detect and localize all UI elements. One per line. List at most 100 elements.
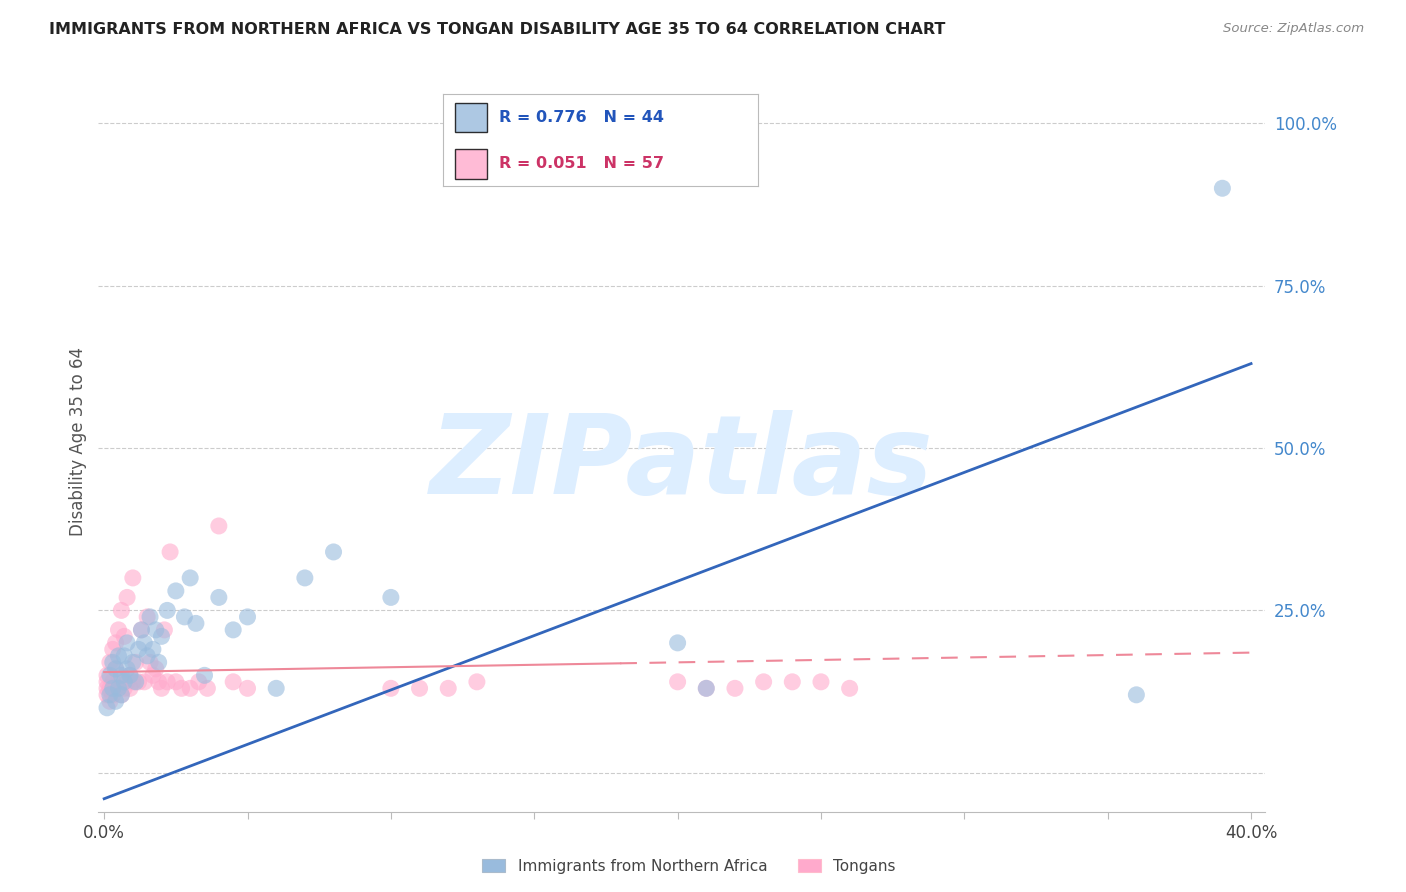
Point xyxy=(96,681,118,696)
Point xyxy=(128,642,150,657)
Point xyxy=(148,674,170,689)
Point xyxy=(121,571,143,585)
Point xyxy=(101,642,124,657)
Point xyxy=(101,674,124,689)
Point xyxy=(110,603,132,617)
Point xyxy=(294,571,316,585)
Point xyxy=(125,656,148,670)
Point xyxy=(101,656,124,670)
Point xyxy=(98,681,121,696)
Point xyxy=(145,662,167,676)
Point xyxy=(695,681,717,696)
Point xyxy=(437,681,460,696)
Point xyxy=(222,674,245,689)
Point xyxy=(139,610,162,624)
Point xyxy=(695,681,717,696)
Point xyxy=(98,688,121,702)
Point xyxy=(104,694,127,708)
Point xyxy=(142,668,165,682)
Point xyxy=(121,674,143,689)
Point xyxy=(156,603,179,617)
Point xyxy=(112,674,135,689)
Point xyxy=(173,610,195,624)
Point xyxy=(159,545,181,559)
Point xyxy=(148,656,170,670)
Point xyxy=(666,674,689,689)
Point xyxy=(136,610,159,624)
Point xyxy=(107,674,129,689)
Point xyxy=(236,681,259,696)
Point xyxy=(408,681,430,696)
Point xyxy=(170,681,193,696)
Point xyxy=(208,519,231,533)
Point xyxy=(139,656,162,670)
Point xyxy=(724,681,747,696)
Point xyxy=(153,623,176,637)
Point xyxy=(121,656,143,670)
Point xyxy=(136,648,159,663)
Point xyxy=(184,616,207,631)
Point xyxy=(125,674,148,689)
Text: IMMIGRANTS FROM NORTHERN AFRICA VS TONGAN DISABILITY AGE 35 TO 64 CORRELATION CH: IMMIGRANTS FROM NORTHERN AFRICA VS TONGA… xyxy=(49,22,946,37)
Point xyxy=(96,674,118,689)
Point xyxy=(98,694,121,708)
Point xyxy=(179,571,201,585)
Point xyxy=(112,629,135,643)
Point xyxy=(96,668,118,682)
Point xyxy=(110,668,132,682)
Point xyxy=(322,545,344,559)
Point xyxy=(150,681,173,696)
Point xyxy=(107,681,129,696)
Point xyxy=(96,688,118,702)
Point xyxy=(134,674,156,689)
Point xyxy=(112,648,135,663)
Point xyxy=(465,674,488,689)
Point xyxy=(115,591,138,605)
Point xyxy=(187,674,209,689)
Point xyxy=(115,636,138,650)
Y-axis label: Disability Age 35 to 64: Disability Age 35 to 64 xyxy=(69,347,87,536)
Point xyxy=(222,623,245,637)
Point xyxy=(101,688,124,702)
Point xyxy=(112,681,135,696)
Legend: Immigrants from Northern Africa, Tongans: Immigrants from Northern Africa, Tongans xyxy=(477,853,901,880)
Point xyxy=(150,629,173,643)
Point xyxy=(110,688,132,702)
Point xyxy=(118,668,141,682)
Point xyxy=(666,636,689,650)
Point xyxy=(752,674,775,689)
Point xyxy=(208,591,231,605)
Point xyxy=(145,623,167,637)
Point xyxy=(193,668,215,682)
Point xyxy=(98,656,121,670)
Point xyxy=(104,662,127,676)
Point xyxy=(810,674,832,689)
Point xyxy=(179,681,201,696)
Point xyxy=(264,681,287,696)
Point xyxy=(142,642,165,657)
Point xyxy=(380,591,402,605)
Point xyxy=(96,701,118,715)
Point xyxy=(134,636,156,650)
Point xyxy=(104,636,127,650)
Point xyxy=(118,668,141,682)
Point xyxy=(101,681,124,696)
Point xyxy=(236,610,259,624)
Point xyxy=(107,648,129,663)
Point xyxy=(104,662,127,676)
Point xyxy=(107,623,129,637)
Point xyxy=(128,674,150,689)
Point xyxy=(165,674,187,689)
Point xyxy=(115,662,138,676)
Point xyxy=(131,623,153,637)
Point xyxy=(110,688,132,702)
Point xyxy=(838,681,860,696)
Point xyxy=(115,674,138,689)
Point xyxy=(1211,181,1233,195)
Point xyxy=(782,674,804,689)
Point xyxy=(156,674,179,689)
Point xyxy=(131,623,153,637)
Point xyxy=(104,681,127,696)
Text: Source: ZipAtlas.com: Source: ZipAtlas.com xyxy=(1223,22,1364,36)
Point xyxy=(380,681,402,696)
